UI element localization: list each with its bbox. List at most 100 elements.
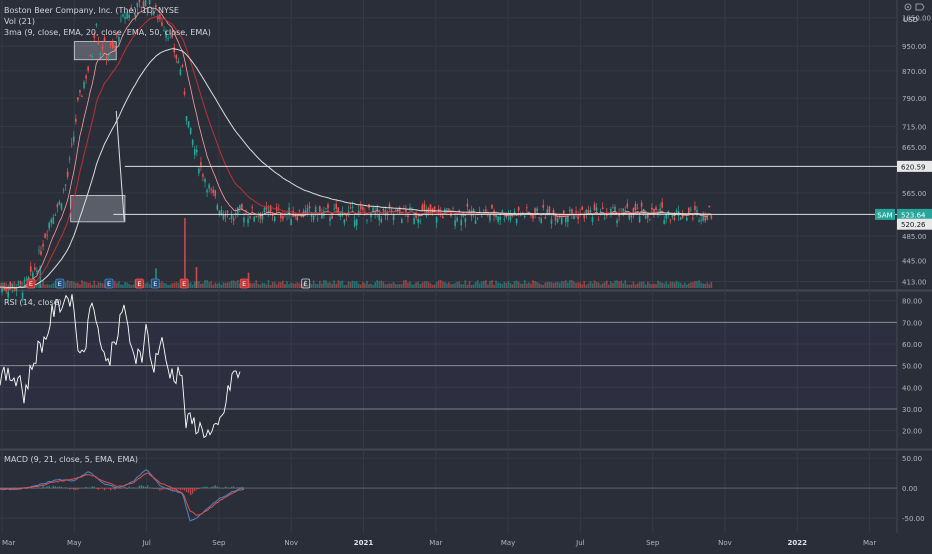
candle-body xyxy=(679,217,682,220)
macd-histogram-bar xyxy=(130,487,132,489)
volume-bar xyxy=(474,282,477,288)
volume-bar xyxy=(380,280,383,288)
volume-bar xyxy=(649,283,651,288)
volume-bar xyxy=(64,281,67,288)
volume-bar xyxy=(509,283,512,288)
candle-body xyxy=(413,218,415,224)
candle-body xyxy=(384,210,387,216)
volume-bar xyxy=(259,284,262,288)
candle-body xyxy=(208,184,210,189)
volume-bar xyxy=(355,281,358,288)
volume-bar xyxy=(606,280,608,288)
earnings-marker-label: E xyxy=(29,280,33,288)
macd-histogram-bar xyxy=(83,488,85,489)
trendline xyxy=(115,110,125,221)
volume-bar xyxy=(206,280,208,288)
candle-body xyxy=(519,214,522,216)
volume-bar xyxy=(577,282,579,288)
candle-body xyxy=(58,201,61,205)
macd-histogram-bar xyxy=(54,486,57,489)
candle-body xyxy=(64,184,67,186)
volume-bar xyxy=(319,280,321,288)
macd-histogram-bar xyxy=(126,488,128,489)
candle-body xyxy=(704,217,706,221)
settings-icon[interactable] xyxy=(904,3,912,11)
macd-histogram-bar xyxy=(194,488,196,492)
candle-body xyxy=(34,267,36,270)
volume-bar xyxy=(54,281,57,288)
candle-body xyxy=(589,210,592,213)
candle-body xyxy=(415,214,417,218)
earnings-marker-label: E xyxy=(242,280,246,288)
macd-histogram-bar xyxy=(60,486,63,489)
volume-bar xyxy=(692,282,694,288)
volume-bar xyxy=(462,284,465,288)
macd-histogram-bar xyxy=(132,487,134,489)
volume-bar xyxy=(681,284,684,288)
volume-bar xyxy=(368,284,370,288)
candle-body xyxy=(681,213,684,219)
volume-bar xyxy=(296,282,299,288)
macd-histogram-bar xyxy=(233,486,235,489)
macd-histogram-bar xyxy=(200,487,202,489)
candle-body xyxy=(390,209,393,210)
volume-bar xyxy=(513,280,516,288)
candle-body xyxy=(597,219,600,221)
volume-bar xyxy=(329,281,331,288)
volume-bar xyxy=(224,282,227,288)
volume-bar xyxy=(323,280,325,288)
volume-bar xyxy=(91,284,94,288)
volume-bar xyxy=(265,284,268,288)
candle-body xyxy=(661,201,663,208)
volume-bar xyxy=(407,282,409,288)
candle-body xyxy=(353,220,356,227)
candle-body xyxy=(155,4,157,8)
candle-body xyxy=(42,243,44,247)
volume-bar xyxy=(103,283,106,288)
candle-body xyxy=(608,212,610,214)
volume-bar xyxy=(554,282,557,288)
volume-bar xyxy=(423,281,426,288)
volume-bar xyxy=(437,280,440,288)
candle-body xyxy=(212,189,214,193)
candle-body xyxy=(261,214,264,220)
candle-body xyxy=(89,54,91,56)
volume-bar xyxy=(226,282,229,288)
candle-body xyxy=(329,217,331,221)
candle-body xyxy=(333,208,335,210)
candle-body xyxy=(68,158,71,160)
volume-bar xyxy=(624,280,627,288)
volume-bar xyxy=(17,282,20,288)
volume-bar xyxy=(144,283,147,288)
volume-bar xyxy=(21,281,24,288)
candle-body xyxy=(292,210,294,217)
macd-histogram-bar xyxy=(64,487,67,489)
volume-bar xyxy=(669,281,672,288)
volume-bar xyxy=(442,281,444,288)
candle-body xyxy=(218,210,221,216)
volume-bar xyxy=(536,282,538,288)
volume-bar xyxy=(321,283,323,288)
rsi-tick-label: 60.00 xyxy=(902,341,922,349)
tag-icon[interactable] xyxy=(915,3,925,11)
candle-body xyxy=(23,279,26,282)
rsi-tick-label: 50.00 xyxy=(902,363,922,371)
macd-histogram-bar xyxy=(228,488,231,489)
candle-body xyxy=(93,34,96,38)
macd-histogram-bar xyxy=(3,487,5,489)
time-tick-label: Sep xyxy=(646,539,660,547)
candle-body xyxy=(571,209,573,214)
volume-bar xyxy=(284,284,286,288)
candle-body xyxy=(152,10,155,14)
candle-body xyxy=(1,286,3,293)
candle-body xyxy=(628,215,631,220)
candle-body xyxy=(634,203,637,211)
candle-body xyxy=(655,207,657,211)
candle-body xyxy=(120,19,122,21)
macd-histogram-bar xyxy=(196,488,198,490)
volume-bar xyxy=(507,280,510,288)
volume-bar xyxy=(651,284,653,288)
candle-body xyxy=(146,9,149,13)
